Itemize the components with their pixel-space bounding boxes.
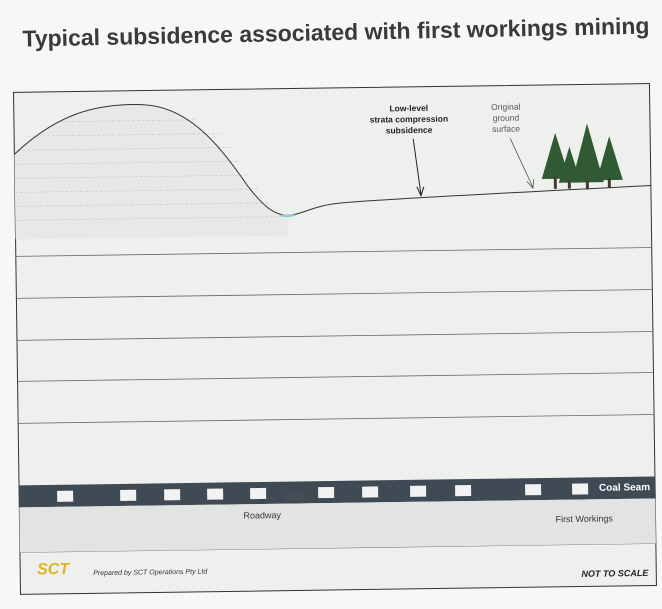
roadways	[57, 483, 589, 502]
annotation-line: strata compression	[370, 114, 449, 125]
annotation-line: Low-level	[389, 103, 428, 114]
credit: Prepared by SCT Operations Pty Ltd	[93, 569, 208, 578]
subsidence-annotation: Low-level strata compression subsidence	[370, 103, 449, 136]
hill-strata	[14, 119, 289, 221]
annotation-line: Original	[491, 102, 521, 112]
annotation-line: ground	[493, 113, 520, 123]
section: Pillar Roadway Coal Seam First Workings …	[13, 83, 657, 595]
subsidence-arrow	[412, 138, 425, 198]
annotation-line: surface	[492, 124, 520, 134]
surface-arrow	[509, 138, 535, 190]
surface-annotation: Original ground surface	[491, 102, 521, 134]
annotation-line: subsidence	[386, 125, 433, 136]
floor	[19, 498, 656, 553]
logo: SCT	[37, 561, 70, 578]
scale-note: NOT TO SCALE	[581, 568, 649, 579]
trees	[541, 123, 623, 190]
pillar-label: Pillar	[284, 492, 304, 502]
water	[278, 214, 299, 218]
first-workings-label: First Workings	[555, 513, 613, 524]
ground-surface	[14, 104, 651, 217]
roadway-label: Roadway	[243, 510, 281, 521]
coal-seam-label: Coal Seam	[599, 482, 650, 494]
